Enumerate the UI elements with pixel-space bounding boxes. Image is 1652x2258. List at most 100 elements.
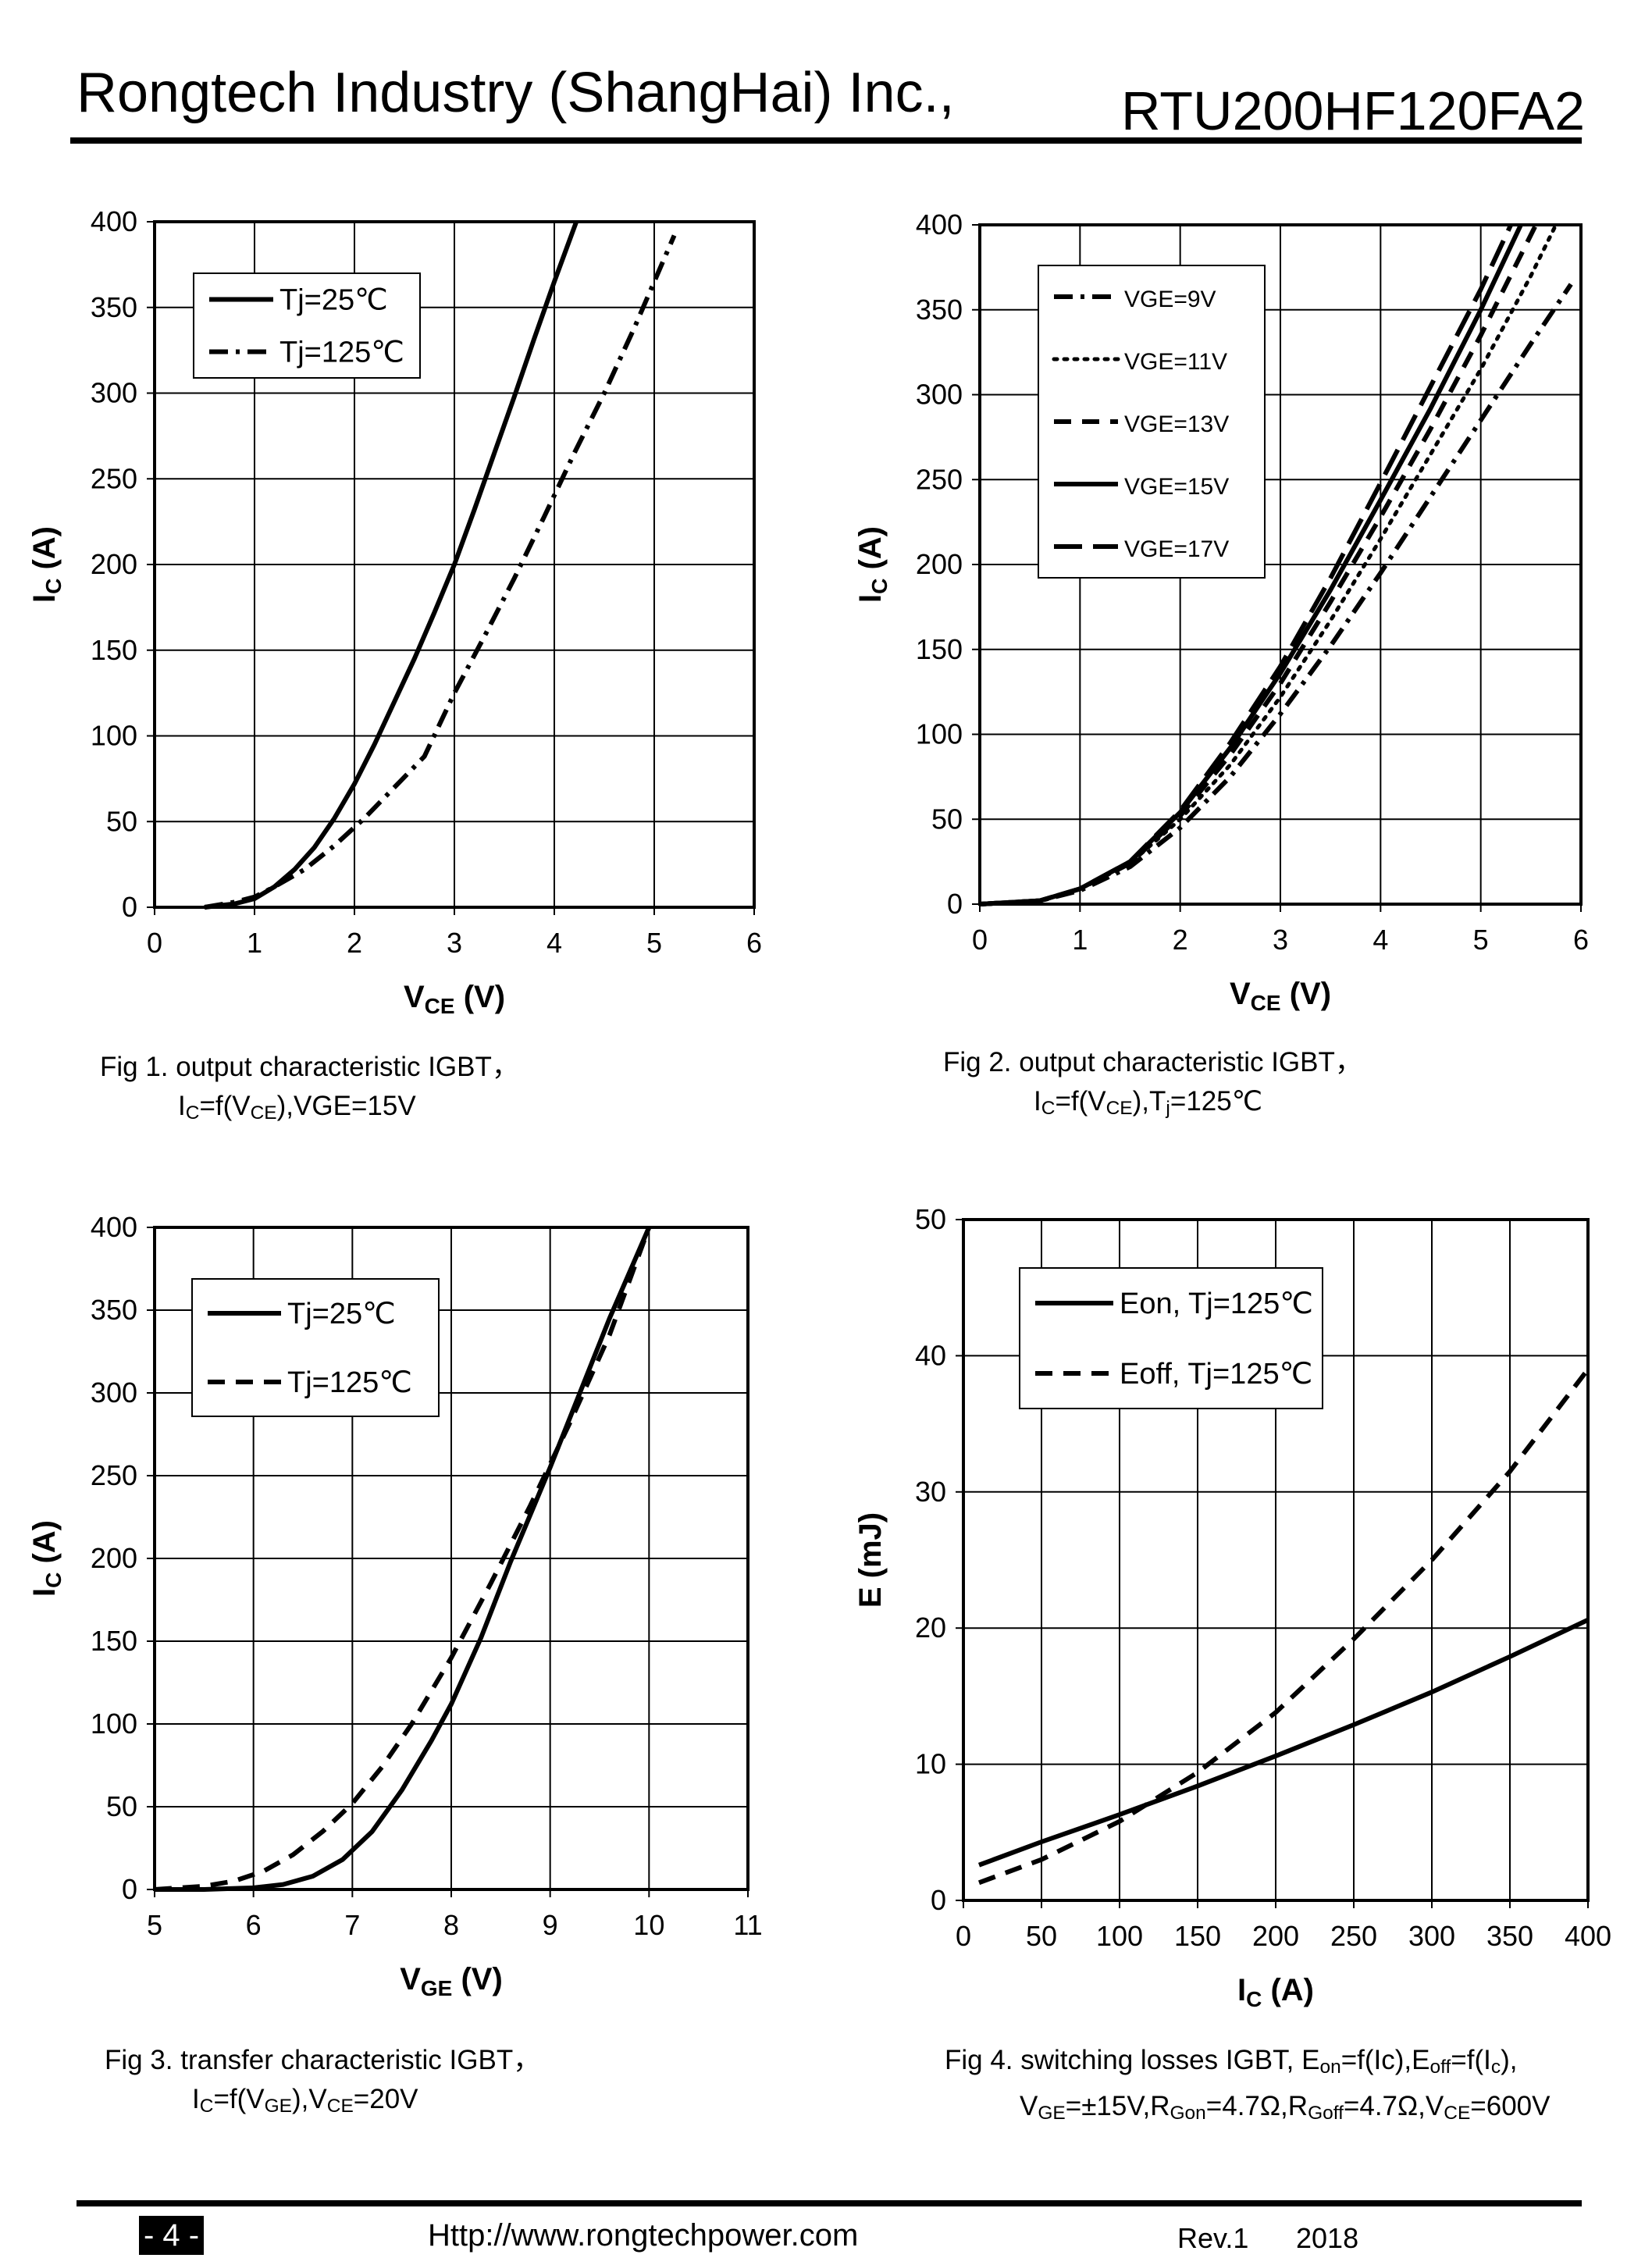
plot-frame xyxy=(962,1218,1590,1902)
y-tick-label: 300 xyxy=(916,379,963,411)
caption-fig2-line2: IC=f(VCE),Tj=125℃ xyxy=(1034,1086,1263,1119)
plot-frame xyxy=(978,223,1583,906)
y-axis-label: IC (A) xyxy=(27,1520,66,1597)
legend-label-2: Tj=125℃ xyxy=(287,1366,412,1399)
series-line-2 xyxy=(204,234,677,910)
y-tick-label: 200 xyxy=(916,548,963,580)
y-tick-label: 50 xyxy=(915,1203,946,1235)
x-tick-label: 400 xyxy=(1565,1920,1611,1952)
chart-fig4-switching-losses: 0 50 100 150 200 250 300 350 400 0 10 20 30 40 50 IC (A… xyxy=(853,1203,1611,2011)
y-tick-label: 350 xyxy=(91,1294,137,1326)
company-name: Rongtech Industry (ShangHai) Inc., xyxy=(77,62,955,124)
chart-fig1-output-characteristic: 0 1 2 3 4 5 6 0 50 100 150 200 250 300 350 400 VCE (V) IC… xyxy=(27,205,762,1018)
page-number: - 4 - xyxy=(139,2216,205,2255)
x-tick-label: 1 xyxy=(1072,924,1088,956)
y-tick-label: 0 xyxy=(122,1873,137,1905)
x-tick-label: 5 xyxy=(646,927,662,959)
legend-label-1: VGE=9V xyxy=(1124,287,1216,312)
y-tick-label: 100 xyxy=(916,718,963,750)
legend-box xyxy=(1019,1267,1323,1409)
part-number: RTU200HF120FA2 xyxy=(1120,80,1585,141)
y-tick-label: 50 xyxy=(106,1790,137,1822)
series-line-1 xyxy=(977,1617,1590,1868)
caption-fig3: Fig 3. transfer characteristic IGBT， IC=… xyxy=(105,2041,540,2126)
x-tick-label: 0 xyxy=(147,927,162,959)
x-axis-label: VCE (V) xyxy=(1230,977,1331,1015)
x-tick-label: 300 xyxy=(1408,1920,1455,1952)
x-tick-label: 3 xyxy=(447,927,462,959)
x-tick-label: 10 xyxy=(633,1909,664,1941)
y-tick-label: 350 xyxy=(916,294,963,326)
x-tick-label: 8 xyxy=(443,1909,459,1941)
series-line-2 xyxy=(977,1367,1590,1886)
x-tick-label: 350 xyxy=(1486,1920,1533,1952)
y-tick-label: 0 xyxy=(947,888,963,920)
plot-frame xyxy=(153,220,756,909)
x-tick-label: 4 xyxy=(1373,924,1388,956)
chart-fig3-transfer-characteristic: 5 6 7 8 9 10 11 0 50 100 150 200 250 300 350 400 VGE (V)… xyxy=(27,1211,763,2000)
y-tick-label: 50 xyxy=(106,805,137,837)
footer-rule xyxy=(77,2200,1582,2206)
y-tick-label: 150 xyxy=(91,1625,137,1657)
caption-fig2: Fig 2. output characteristic IGBT， IC=f(… xyxy=(943,1043,1362,1128)
x-tick-label: 6 xyxy=(746,927,762,959)
x-tick-label: 3 xyxy=(1273,924,1288,956)
y-tick-label: 20 xyxy=(915,1612,946,1644)
y-tick-label: 400 xyxy=(91,205,137,237)
y-tick-label: 10 xyxy=(915,1748,946,1780)
x-tick-label: 11 xyxy=(733,1909,762,1941)
legend-label-1: Tj=25℃ xyxy=(279,284,388,317)
series-line-5 xyxy=(979,223,1513,906)
y-tick-label: 200 xyxy=(91,548,137,580)
x-tick-label: 4 xyxy=(547,927,562,959)
x-tick-label: 100 xyxy=(1096,1920,1143,1952)
x-tick-label: 200 xyxy=(1252,1920,1299,1952)
legend-label-5: VGE=17V xyxy=(1124,536,1229,562)
y-tick-label: 30 xyxy=(915,1476,946,1508)
x-tick-label: 6 xyxy=(246,1909,262,1941)
legend-box xyxy=(191,1278,440,1417)
y-tick-label: 300 xyxy=(91,377,137,409)
legend-label-3: VGE=13V xyxy=(1124,411,1229,437)
series-line-1 xyxy=(979,283,1573,906)
y-tick-label: 0 xyxy=(931,1884,946,1916)
x-tick-label: 150 xyxy=(1174,1920,1221,1952)
y-tick-label: 250 xyxy=(916,463,963,495)
x-tick-label: 0 xyxy=(956,1920,971,1952)
x-tick-label: 0 xyxy=(972,924,988,956)
x-tick-label: 50 xyxy=(1026,1920,1057,1952)
y-axis-label: E (mJ) xyxy=(853,1512,888,1608)
legend-box xyxy=(1038,265,1266,579)
x-tick-label: 6 xyxy=(1573,924,1589,956)
x-tick-label: 5 xyxy=(147,1909,162,1941)
header-rule xyxy=(70,137,1582,144)
caption-fig4-line2: VGE=±15V,RGon=4.7Ω,RGoff=4.7Ω,VCE=600V xyxy=(1020,2090,1551,2124)
legend-label-1: Tj=25℃ xyxy=(287,1298,396,1330)
caption-fig1-line2: IC=f(VCE),VGE=15V xyxy=(178,1091,416,1124)
y-tick-label: 150 xyxy=(91,634,137,666)
x-tick-label: 5 xyxy=(1473,924,1489,956)
y-axis-label: IC (A) xyxy=(853,526,892,603)
y-tick-label: 300 xyxy=(91,1377,137,1409)
x-axis-label: VGE (V) xyxy=(400,1962,503,2000)
x-tick-label: 9 xyxy=(543,1909,558,1941)
y-tick-label: 400 xyxy=(91,1211,137,1243)
y-tick-label: 40 xyxy=(915,1339,946,1371)
y-tick-label: 250 xyxy=(91,462,137,494)
legend-label-4: VGE=15V xyxy=(1124,474,1229,500)
caption-fig4: Fig 4. switching losses IGBT, Eon=f(Ic),… xyxy=(945,2041,1550,2133)
legend-label-2: Tj=125℃ xyxy=(279,337,404,369)
chart-fig2-output-characteristic: 0 1 2 3 4 5 6 0 50 100 150 200 250 300 350 400 VCE (V) IC… xyxy=(853,208,1589,1015)
y-tick-label: 400 xyxy=(916,208,963,240)
y-tick-label: 100 xyxy=(91,1708,137,1740)
caption-fig1-line1: Fig 1. output characteristic IGBT， xyxy=(100,1052,519,1082)
y-tick-label: 50 xyxy=(931,803,963,835)
x-tick-label: 7 xyxy=(344,1909,360,1941)
x-tick-label: 250 xyxy=(1330,1920,1377,1952)
website-url: Http://www.rongtechpower.com xyxy=(428,2218,859,2253)
caption-fig3-line2: IC=f(VGE),VCE=20V xyxy=(192,2084,418,2117)
caption-fig1: Fig 1. output characteristic IGBT， IC=f(… xyxy=(100,1048,519,1133)
y-tick-label: 150 xyxy=(916,633,963,665)
legend-box xyxy=(193,272,421,379)
caption-fig4-line1: Fig 4. switching losses IGBT, Eon=f(Ic),… xyxy=(945,2045,1518,2078)
